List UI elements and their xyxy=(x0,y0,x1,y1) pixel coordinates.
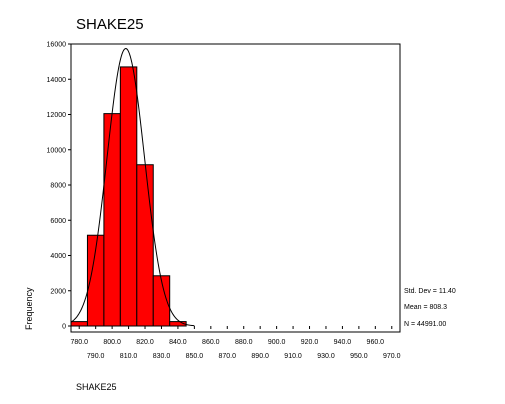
x-tick-label-upper-8: 940.0 xyxy=(334,339,352,346)
x-axis-ticks: 780.0 800.0 820.0 840.0 860.0 880.0 900.0 920.0… xyxy=(70,326,401,360)
histogram-bar-3 xyxy=(119,66,138,327)
y-tick-label-0: 0 xyxy=(62,324,66,331)
y-tick-label-7: 14000 xyxy=(47,77,67,84)
x-tick-label-lower-0: 790.0 xyxy=(87,353,105,360)
x-tick-label-lower-5: 890.0 xyxy=(251,353,269,360)
histogram-bar-4 xyxy=(136,164,154,327)
chart-title: SHAKE25 xyxy=(76,16,144,33)
y-tick-label-4: 8000 xyxy=(50,183,66,190)
stat-mean: Mean = 808.3 xyxy=(404,304,447,311)
y-tick-label-5: 10000 xyxy=(47,147,67,154)
histogram-bars xyxy=(70,66,187,327)
x-tick-label-upper-5: 880.0 xyxy=(235,339,253,346)
x-tick-label-lower-4: 870.0 xyxy=(219,353,237,360)
x-tick-label-upper-9: 960.0 xyxy=(367,339,385,346)
y-tick-label-6: 12000 xyxy=(47,112,67,119)
y-tick-label-1: 2000 xyxy=(50,288,66,295)
normal-curve xyxy=(70,48,195,327)
x-tick-label-lower-1: 810.0 xyxy=(120,353,138,360)
x-tick-label-upper-6: 900.0 xyxy=(268,339,286,346)
y-axis-label: Frequency xyxy=(24,287,34,330)
plot-frame xyxy=(70,43,401,333)
y-axis-ticks: 0 2000 4000 6000 8000 10000 12000 14000 16000 xyxy=(47,42,71,331)
x-tick-label-lower-8: 950.0 xyxy=(350,353,368,360)
x-tick-label-upper-1: 800.0 xyxy=(103,339,121,346)
y-tick-label-3: 6000 xyxy=(50,218,66,225)
x-tick-label-upper-3: 840.0 xyxy=(169,339,187,346)
histogram-bar-2 xyxy=(103,113,121,327)
histogram-bar-0 xyxy=(70,321,88,327)
x-tick-label-lower-7: 930.0 xyxy=(317,353,335,360)
y-tick-label-8: 16000 xyxy=(47,42,67,49)
stat-std-dev: Std. Dev = 11.40 xyxy=(404,288,456,295)
y-tick-label-2: 4000 xyxy=(50,253,66,260)
x-tick-label-upper-4: 860.0 xyxy=(202,339,220,346)
x-tick-label-upper-2: 820.0 xyxy=(136,339,154,346)
x-tick-label-lower-3: 850.0 xyxy=(186,353,204,360)
x-axis-label: SHAKE25 xyxy=(76,382,117,392)
x-tick-label-lower-2: 830.0 xyxy=(153,353,171,360)
stat-n: N = 44991.00 xyxy=(404,321,446,328)
x-tick-label-upper-7: 920.0 xyxy=(301,339,319,346)
x-tick-label-lower-9: 970.0 xyxy=(383,353,401,360)
x-tick-label-lower-6: 910.0 xyxy=(284,353,302,360)
x-tick-label-upper-0: 780.0 xyxy=(70,339,88,346)
